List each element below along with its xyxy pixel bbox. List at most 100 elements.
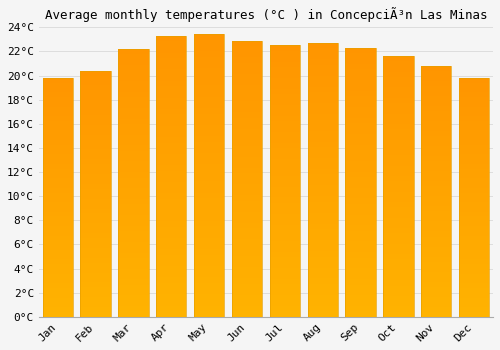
Bar [194,238,224,243]
Bar [156,289,186,294]
Bar [459,174,490,178]
Bar [80,164,110,169]
Bar [194,232,224,238]
Bar [384,93,414,98]
Bar [80,154,110,159]
Bar [232,251,262,256]
Bar [232,311,262,317]
Bar [80,95,110,100]
Bar [384,233,414,239]
Bar [421,166,452,171]
Bar [118,167,148,172]
Bar [459,259,490,264]
Bar [232,206,262,212]
Bar [270,268,300,273]
Bar [80,223,110,228]
Bar [346,182,376,188]
Bar [194,288,224,294]
Bar [80,307,110,312]
Bar [459,197,490,202]
Bar [308,43,338,48]
Bar [308,218,338,224]
Bar [194,300,224,306]
Bar [421,81,452,86]
Bar [118,199,148,204]
Bar [156,86,186,92]
Bar [118,210,148,215]
Bar [42,202,73,207]
Bar [232,85,262,90]
Bar [421,66,452,71]
Bar [118,263,148,268]
Bar [194,187,224,192]
Bar [42,216,73,221]
Bar [156,64,186,69]
Bar [156,204,186,210]
Bar [421,186,452,191]
Bar [42,245,73,250]
Bar [346,69,376,75]
Bar [270,301,300,306]
Bar [42,116,73,121]
Bar [384,202,414,207]
Bar [156,283,186,289]
Bar [421,206,452,211]
Bar [421,106,452,111]
Bar [118,220,148,226]
Bar [421,282,452,287]
Bar [270,176,300,181]
Bar [156,171,186,176]
Bar [194,272,224,277]
Bar [270,165,300,170]
Bar [308,312,338,317]
Bar [346,306,376,312]
Bar [459,245,490,250]
Bar [80,214,110,218]
Bar [80,159,110,164]
Bar [156,188,186,193]
Bar [194,243,224,249]
Bar [308,158,338,163]
Bar [42,264,73,269]
Bar [421,91,452,96]
Bar [118,124,148,129]
Bar [308,108,338,114]
Bar [118,60,148,65]
Bar [384,56,414,317]
Bar [270,246,300,252]
Bar [194,108,224,113]
Bar [80,204,110,209]
Bar [346,290,376,295]
Bar [421,252,452,257]
Bar [156,126,186,131]
Bar [42,154,73,159]
Bar [346,107,376,112]
Bar [384,155,414,160]
Bar [346,85,376,91]
Bar [232,306,262,311]
Bar [80,71,110,317]
Bar [194,142,224,147]
Bar [118,108,148,113]
Bar [194,57,224,63]
Bar [384,265,414,270]
Bar [118,113,148,119]
Bar [270,143,300,148]
Bar [156,137,186,142]
Bar [42,284,73,288]
Bar [346,134,376,139]
Bar [270,241,300,246]
Bar [194,159,224,164]
Bar [459,236,490,240]
Bar [308,295,338,300]
Bar [194,181,224,187]
Bar [384,286,414,291]
Bar [42,149,73,154]
Bar [194,311,224,317]
Bar [421,111,452,116]
Bar [156,294,186,300]
Bar [459,169,490,174]
Bar [118,252,148,258]
Bar [118,151,148,156]
Bar [384,280,414,286]
